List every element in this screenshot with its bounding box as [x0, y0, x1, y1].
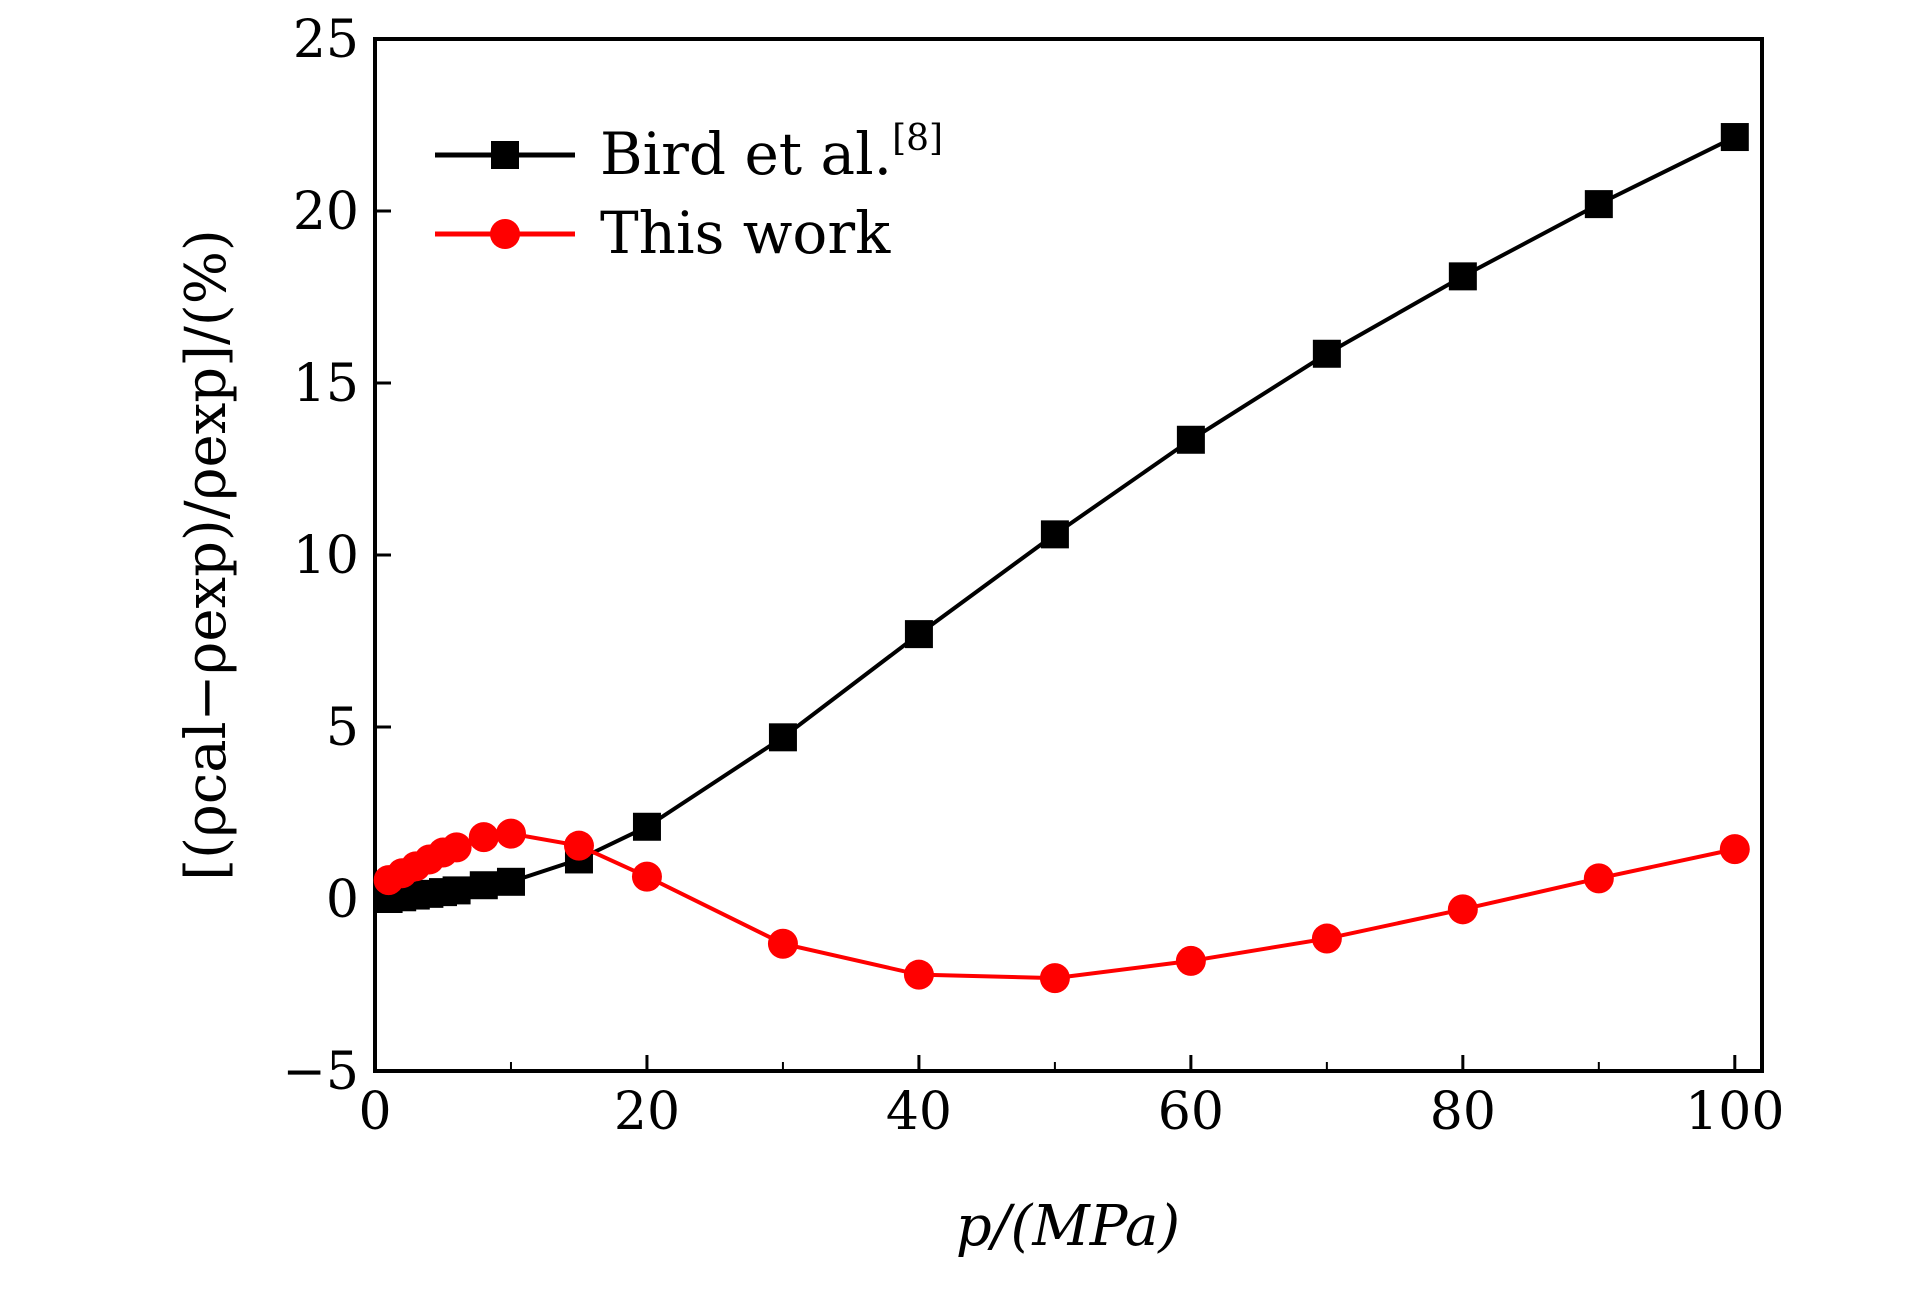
series-1-point-5: [442, 832, 472, 862]
series-1-point-8: [564, 831, 594, 861]
legend: Bird et al.[8] This work: [435, 118, 943, 267]
x-tick-label-80: 80: [1430, 1082, 1496, 1142]
series-0-point-10: [769, 723, 797, 751]
x-tick-label-60: 60: [1158, 1082, 1224, 1142]
y-tick-label-25: 25: [293, 10, 359, 70]
series-1-point-13: [1176, 946, 1206, 976]
series-0-point-7: [497, 868, 525, 896]
series-1-point-11: [904, 960, 934, 990]
series-0-point-13: [1177, 426, 1205, 454]
plot-frame: [375, 39, 1762, 1071]
y-axis-title: [(ρcal−ρexp)/ρexp]/(%): [174, 229, 239, 881]
series-0-line: [389, 137, 1735, 899]
axis-ticks: [375, 39, 1735, 1071]
y-tick-label-5: 5: [326, 698, 359, 758]
series-0-point-16: [1585, 190, 1613, 218]
legend-marker-this-work: [490, 219, 520, 249]
y-tick-label-15: 15: [293, 354, 359, 414]
series-0: [375, 123, 1749, 913]
x-tick-label-0: 0: [358, 1082, 391, 1142]
chart-canvas: 0 20 40 60 80 100 −50510152025 Bird et al.[8]…: [0, 0, 1923, 1299]
series-1-point-7: [496, 819, 526, 849]
legend-label-bird: Bird et al.[8]: [600, 118, 943, 188]
series-0-point-17: [1721, 123, 1749, 151]
series-1-point-9: [632, 862, 662, 892]
series-1-point-17: [1720, 834, 1750, 864]
x-tick-label-40: 40: [886, 1082, 952, 1142]
series-0-point-6: [470, 871, 498, 899]
series-0-point-12: [1041, 520, 1069, 548]
x-tick-label-100: 100: [1685, 1082, 1784, 1142]
y-axis-tick-labels: −5 0 5 10 15 20 25: [282, 10, 359, 1102]
series-0-point-11: [905, 620, 933, 648]
y-tick-label--5: −5: [282, 1042, 359, 1102]
y-tick-label-10: 10: [293, 526, 359, 586]
x-axis-title: p/(MPa): [956, 1194, 1180, 1259]
legend-label-this-work: This work: [600, 199, 891, 267]
x-axis-tick-labels: 0 20 40 60 80 100: [358, 1082, 1784, 1142]
series-0-point-5: [443, 876, 471, 904]
legend-marker-bird: [491, 141, 519, 169]
series-1: [374, 819, 1750, 993]
series-0-point-9: [633, 813, 661, 841]
series-layer: [374, 123, 1750, 993]
series-1-point-16: [1584, 863, 1614, 893]
series-1-point-6: [469, 822, 499, 852]
x-tick-label-20: 20: [614, 1082, 680, 1142]
y-tick-label-20: 20: [293, 182, 359, 242]
series-0-point-14: [1313, 340, 1341, 368]
series-1-point-14: [1312, 924, 1342, 954]
legend-label-bird-superscript: [8]: [892, 118, 943, 159]
series-1-point-12: [1040, 963, 1070, 993]
series-1-point-15: [1448, 894, 1478, 924]
series-1-point-10: [768, 929, 798, 959]
y-tick-label-0: 0: [326, 870, 359, 930]
series-0-point-15: [1449, 262, 1477, 290]
